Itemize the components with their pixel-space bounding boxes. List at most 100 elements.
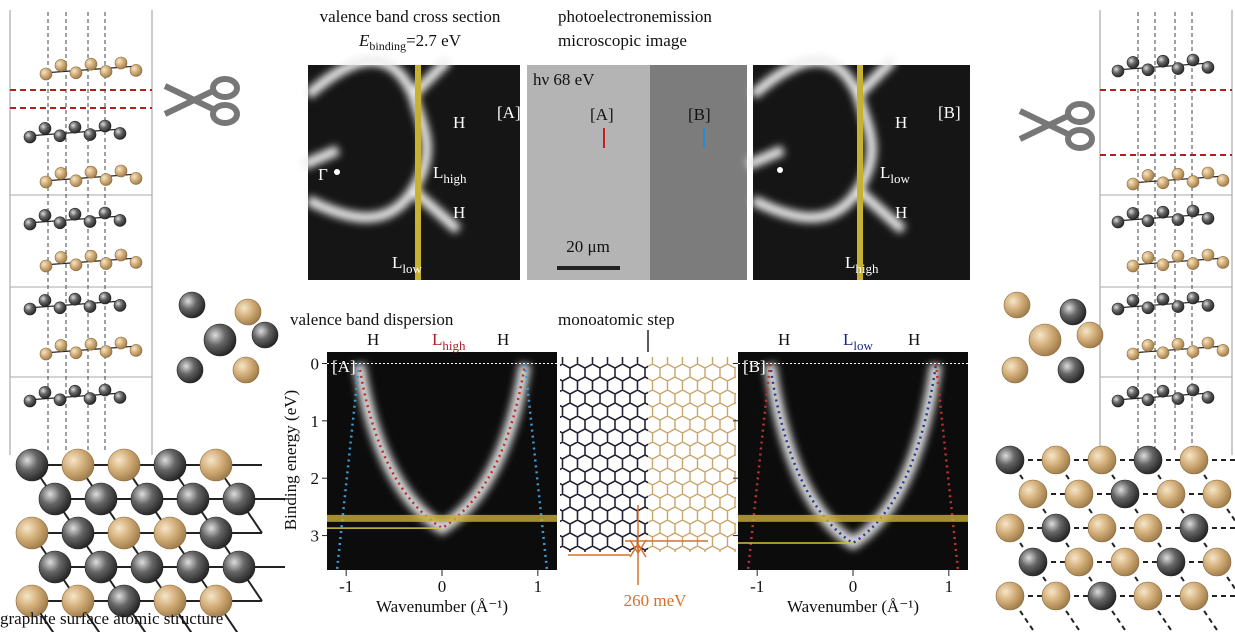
x-tick-label: 1 <box>534 577 543 596</box>
atom <box>40 348 52 360</box>
label: H <box>908 330 920 349</box>
atom <box>1157 293 1169 305</box>
atom <box>108 449 140 481</box>
atom <box>1065 480 1093 508</box>
atom <box>996 514 1024 542</box>
atom <box>114 214 126 226</box>
atom <box>223 551 255 583</box>
atom <box>115 165 127 177</box>
label: Lhigh <box>432 330 466 353</box>
atom <box>84 216 96 228</box>
y-tick-label: 0 <box>311 354 320 373</box>
peem-dark <box>650 65 747 280</box>
atom <box>24 303 36 315</box>
label-main: H <box>453 113 465 132</box>
atom <box>39 551 71 583</box>
atom <box>99 384 111 396</box>
atom <box>1202 249 1214 261</box>
label: H <box>497 330 509 349</box>
label-main: L <box>432 330 442 349</box>
atom <box>200 517 232 549</box>
atom <box>84 129 96 141</box>
atom <box>1172 338 1184 350</box>
atom <box>40 68 52 80</box>
atom <box>40 260 52 272</box>
atom <box>1060 299 1086 325</box>
atom <box>1187 384 1199 396</box>
atom <box>99 207 111 219</box>
atom <box>69 208 81 220</box>
atom <box>54 217 66 229</box>
atom <box>1127 348 1139 360</box>
atom <box>1112 395 1124 407</box>
atom <box>85 166 97 178</box>
atom <box>131 483 163 515</box>
atom <box>1217 256 1229 268</box>
atom <box>179 292 205 318</box>
line <box>1020 115 1070 139</box>
label-main: L <box>843 330 853 349</box>
atom <box>108 517 140 549</box>
atom <box>204 324 236 356</box>
atom <box>115 249 127 261</box>
atom <box>1127 178 1139 190</box>
caption: graphite surface atomic structure <box>0 609 223 628</box>
atom <box>70 67 82 79</box>
atom <box>1134 446 1162 474</box>
atom <box>99 120 111 132</box>
atom <box>1187 54 1199 66</box>
label-main: L <box>392 253 402 272</box>
y-tick-label: 3 <box>311 527 320 546</box>
atom <box>154 449 186 481</box>
atom <box>1127 56 1139 68</box>
label-main: H <box>453 203 465 222</box>
atom <box>85 483 117 515</box>
atom <box>1042 514 1070 542</box>
atom <box>62 517 94 549</box>
atom <box>1180 514 1208 542</box>
atom <box>1172 63 1184 75</box>
cross-section-title: valence band cross section <box>320 7 501 26</box>
atom <box>1111 480 1139 508</box>
label-sub: high <box>442 338 466 353</box>
atom <box>16 517 48 549</box>
atom <box>39 209 51 221</box>
label-main: H <box>497 330 509 349</box>
y-axis-label: Binding energy (eV) <box>281 390 300 530</box>
atom <box>100 174 112 186</box>
atom <box>1142 215 1154 227</box>
label-sub: low <box>402 261 422 276</box>
atom <box>100 346 112 358</box>
atom <box>69 121 81 133</box>
label-main: H <box>895 113 907 132</box>
atom <box>24 131 36 143</box>
step-lattice <box>560 357 648 552</box>
atom <box>39 386 51 398</box>
photon-energy: hν 68 eV <box>533 70 595 89</box>
atom <box>1088 514 1116 542</box>
atom <box>1157 177 1169 189</box>
label: H <box>453 203 465 222</box>
label-main: L <box>845 253 855 272</box>
atom <box>223 483 255 515</box>
atom <box>69 385 81 397</box>
atom <box>16 449 48 481</box>
atom <box>1180 582 1208 610</box>
gamma-point <box>334 169 340 175</box>
x-tick-label: 0 <box>438 577 447 596</box>
line <box>1020 111 1070 135</box>
step-lattice <box>648 357 736 552</box>
label: H <box>367 330 379 349</box>
atom <box>233 357 259 383</box>
atom <box>1127 386 1139 398</box>
atom <box>1157 480 1185 508</box>
atom <box>1217 344 1229 356</box>
subscript: binding <box>369 39 406 53</box>
atom <box>1111 548 1139 576</box>
atom <box>252 322 278 348</box>
atom <box>200 449 232 481</box>
atom <box>1202 212 1214 224</box>
atom <box>1187 258 1199 270</box>
atom <box>1042 446 1070 474</box>
atom <box>996 446 1024 474</box>
